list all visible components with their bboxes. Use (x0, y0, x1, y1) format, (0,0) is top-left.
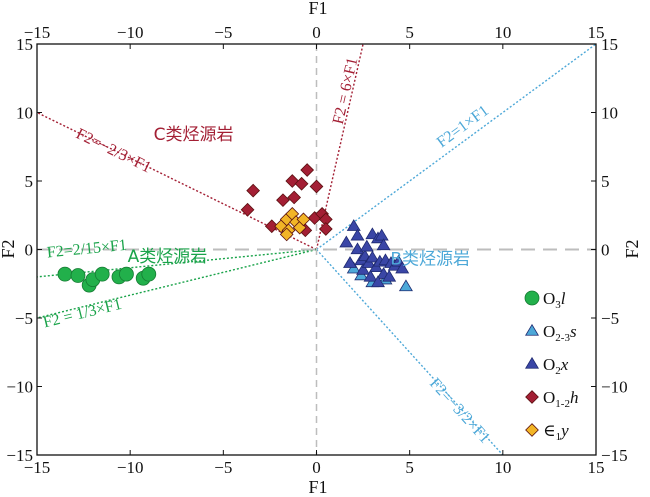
data-point (374, 228, 389, 241)
y-axis-title-right: F2 (622, 239, 642, 258)
x-tick-label-bottom: −5 (214, 458, 232, 477)
data-point (382, 269, 397, 282)
data-point (356, 262, 371, 275)
plot-frame (36, 43, 597, 456)
y-tick-label-right: −15 (601, 446, 628, 465)
annotation-labels: F2=−2/3×F1 F2 = 6×F1 F2=1×F1 F2=2/15×F1 F2 =… (41, 56, 493, 447)
data-point (350, 228, 365, 241)
data-point (70, 268, 86, 283)
region-label: B类烃源岩 (390, 250, 470, 270)
x-tick-label-top: 10 (494, 23, 511, 42)
data-point (363, 269, 378, 282)
data-point (395, 261, 410, 274)
zero-lines (37, 44, 596, 455)
data-point (240, 202, 255, 217)
x-axis-title-top: F1 (308, 0, 327, 18)
data-point (287, 190, 302, 205)
series-O3l (57, 266, 157, 293)
data-point (57, 266, 73, 282)
region-label: A类烃源岩 (128, 247, 208, 267)
y-tick-label-right: 5 (601, 172, 610, 191)
y-tick-label-left: −15 (6, 446, 33, 465)
legend-label: O3l (543, 289, 566, 311)
legend-marker (525, 390, 539, 404)
data-point (370, 275, 385, 288)
data-point (339, 235, 354, 248)
legend-marker (524, 323, 540, 336)
series-O2x (339, 219, 410, 288)
data-point (343, 256, 358, 268)
legend-marker (524, 290, 540, 306)
reference-line (316, 43, 597, 251)
data-point (94, 266, 110, 282)
reference-line-label: F2 = 6×F1 (330, 56, 362, 126)
reference-line (36, 248, 317, 278)
x-axis-title-bottom: F1 (308, 477, 327, 497)
data-point (318, 222, 333, 236)
x-tick-label-bottom: 10 (494, 458, 511, 477)
data-point (246, 183, 261, 198)
legend-label: ∈1y (543, 421, 569, 443)
legend-label: O1-2h (543, 388, 578, 410)
y-tick-label-left: 15 (16, 35, 33, 54)
data-point (309, 179, 324, 194)
x-tick-label-top: 0 (312, 23, 321, 42)
data-point (279, 227, 294, 242)
data-point (276, 193, 290, 208)
data-points (57, 163, 413, 293)
data-point (376, 238, 391, 251)
data-point (119, 266, 134, 282)
reference-line-label: F2 = 1/3×F1 (41, 296, 123, 332)
data-point (294, 176, 309, 191)
reference-line-label: F2=−2/3×F1 (73, 125, 153, 176)
data-point (264, 219, 279, 234)
y-tick-label-left: −10 (6, 378, 33, 397)
legend-marker (524, 356, 540, 369)
y-tick-label-right: 0 (601, 241, 610, 260)
data-point (141, 266, 157, 282)
y-tick-label-left: 5 (25, 172, 34, 191)
x-tick-label-top: −5 (214, 23, 232, 42)
data-point (359, 239, 374, 252)
y-tick-label-right: −10 (601, 378, 628, 397)
data-point (296, 212, 311, 227)
data-point (365, 250, 380, 263)
region-label: C类烃源岩 (154, 125, 234, 145)
series-∈1y (274, 207, 311, 242)
y-tick-label-right: 15 (601, 35, 618, 54)
x-tick-label-bottom: −10 (117, 458, 144, 477)
x-tick-label-top: −15 (24, 23, 51, 42)
reference-lines (36, 43, 597, 456)
x-tick-label-top: 15 (588, 23, 605, 42)
data-point (346, 219, 361, 231)
y-tick-label-right: −5 (601, 309, 619, 328)
reference-line-label: F2=1×F1 (434, 102, 492, 151)
data-point (300, 163, 315, 177)
y-tick-label-left: −5 (15, 309, 33, 328)
x-tick-label-bottom: 0 (312, 458, 321, 477)
y-tick-label-left: 10 (16, 104, 33, 123)
x-tick-label-top: −10 (117, 23, 144, 42)
x-tick-label-bottom: 5 (405, 458, 414, 477)
x-tick-label-bottom: −15 (24, 458, 51, 477)
reference-line-label: F2=−3/2×F1 (426, 375, 493, 447)
legend: O3l O2-3s O2x O1-2h ∈1y (524, 289, 578, 443)
reference-line-label: F2=2/15×F1 (46, 237, 128, 262)
x-tick-label-top: 5 (405, 23, 414, 42)
y-axis-title-left: F2 (0, 239, 18, 258)
x-tick-label-bottom: 15 (588, 458, 605, 477)
y-tick-label-left: 0 (25, 241, 34, 260)
legend-marker (525, 423, 539, 437)
y-tick-label-right: 10 (601, 104, 618, 123)
data-point (398, 279, 413, 292)
legend-label: O2x (543, 355, 569, 377)
reference-line (315, 43, 364, 250)
legend-label: O2-3s (543, 322, 577, 344)
